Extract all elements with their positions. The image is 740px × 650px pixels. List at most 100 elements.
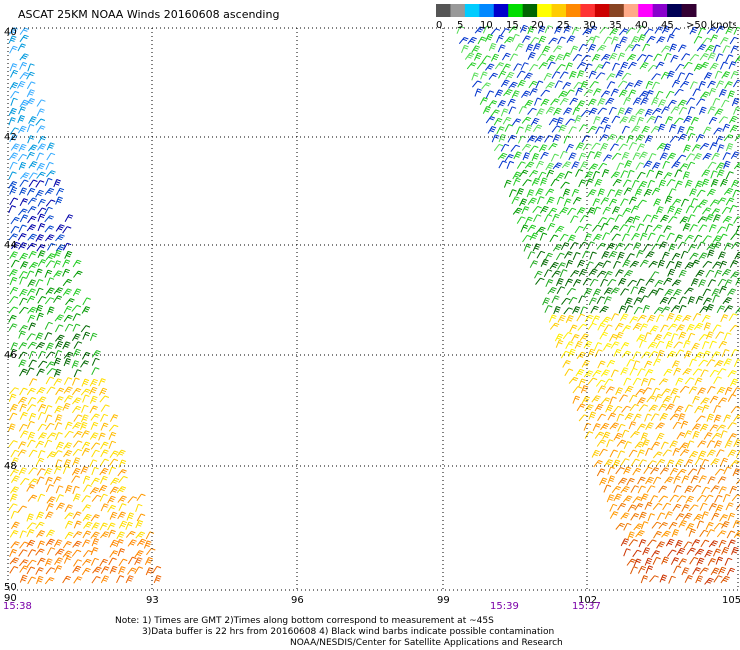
- wind-barb: [636, 423, 646, 431]
- wind-barb: [674, 180, 683, 189]
- wind-barb: [733, 414, 740, 422]
- wind-barb: [72, 422, 82, 430]
- wind-barb: [62, 242, 72, 251]
- wind-barb: [46, 142, 55, 151]
- wind-barb: [639, 62, 649, 70]
- wind-barb: [609, 422, 619, 430]
- wind-barb: [653, 358, 662, 367]
- wind-barb: [703, 126, 712, 135]
- wind-barb: [46, 386, 56, 394]
- wind-barb: [72, 313, 81, 321]
- wind-barb: [533, 214, 542, 223]
- wind-barb: [617, 423, 626, 432]
- wind-barb: [689, 556, 699, 565]
- wind-barb: [724, 557, 733, 566]
- wind-barb: [72, 397, 82, 405]
- wind-barb: [621, 233, 630, 242]
- legend-color-bar: [436, 4, 697, 17]
- wind-barb: [648, 350, 659, 359]
- wind-barb: [638, 180, 648, 189]
- wind-barb: [581, 135, 591, 143]
- wind-barb: [723, 134, 734, 142]
- wind-barb: [733, 26, 740, 35]
- wind-barb: [44, 225, 54, 233]
- wind-barb: [567, 207, 577, 216]
- wind-barb: [718, 233, 728, 242]
- wind-barb: [707, 249, 715, 258]
- wind-barb: [661, 388, 671, 396]
- wind-barb: [108, 466, 117, 475]
- wind-barb: [37, 198, 46, 207]
- wind-barb: [99, 458, 109, 467]
- wind-barb: [620, 512, 630, 520]
- wind-barb: [571, 334, 580, 342]
- wind-barb: [611, 206, 621, 215]
- wind-barb: [689, 81, 698, 90]
- wind-barb: [686, 547, 696, 555]
- wind-barb: [689, 224, 698, 232]
- wind-barb: [702, 152, 712, 160]
- wind-barb: [523, 243, 532, 252]
- wind-barb: [37, 296, 47, 304]
- wind-barb: [568, 152, 577, 161]
- wind-barb: [734, 134, 740, 142]
- wind-barb: [735, 503, 740, 510]
- wind-barb: [641, 439, 650, 448]
- wind-barb: [107, 495, 116, 504]
- wind-barb: [664, 511, 673, 520]
- wind-barb: [8, 171, 17, 180]
- wind-barb: [566, 35, 576, 43]
- wind-barb: [541, 45, 551, 54]
- wind-barb: [127, 496, 138, 504]
- wind-barb: [44, 321, 53, 330]
- wind-barb: [682, 512, 693, 520]
- wind-barb: [651, 441, 660, 450]
- wind-barb: [81, 430, 90, 438]
- wind-barb: [699, 61, 709, 70]
- wind-barb: [466, 62, 477, 70]
- wind-barb: [521, 206, 530, 215]
- wind-barb: [712, 97, 721, 106]
- wind-barb: [578, 295, 587, 304]
- wind-barb: [582, 277, 592, 286]
- wind-barb: [563, 307, 573, 315]
- wind-barb: [721, 521, 730, 529]
- wind-barb: [670, 54, 679, 63]
- wind-barb: [702, 235, 712, 243]
- wind-barb: [610, 88, 619, 97]
- wind-barb: [643, 466, 653, 474]
- wind-barb: [701, 486, 710, 495]
- wind-barb: [609, 333, 618, 342]
- wind-barb: [662, 395, 672, 403]
- wind-barb: [136, 513, 146, 522]
- wind-barb: [63, 386, 73, 394]
- wind-barb: [511, 90, 520, 99]
- wind-barb: [702, 260, 712, 268]
- wind-barb: [535, 188, 544, 196]
- wind-barb: [679, 80, 690, 88]
- wind-barb: [581, 395, 590, 404]
- wind-barb: [602, 260, 611, 269]
- note-line-1: Note: 1) Times are GMT 2)Times along bot…: [115, 616, 494, 626]
- wind-barb: [490, 53, 500, 62]
- wind-barb: [27, 135, 35, 144]
- wind-barb: [637, 199, 647, 207]
- wind-barb: [19, 387, 28, 396]
- wind-barb: [37, 143, 47, 151]
- wind-barb: [720, 457, 729, 466]
- wind-barb: [610, 341, 620, 349]
- wind-barb: [125, 530, 136, 538]
- wind-barb: [568, 296, 578, 305]
- wind-barb: [620, 486, 630, 494]
- wind-barb: [666, 179, 676, 187]
- wind-barb: [36, 530, 46, 538]
- wind-barb: [617, 52, 626, 61]
- wind-barb: [707, 161, 717, 169]
- wind-barb: [637, 449, 645, 458]
- wind-barb: [594, 342, 603, 351]
- wind-barb: [661, 26, 671, 34]
- wind-barb: [615, 331, 624, 340]
- wind-barb: [517, 79, 526, 88]
- wind-barb: [583, 340, 593, 349]
- wind-barb: [540, 177, 548, 186]
